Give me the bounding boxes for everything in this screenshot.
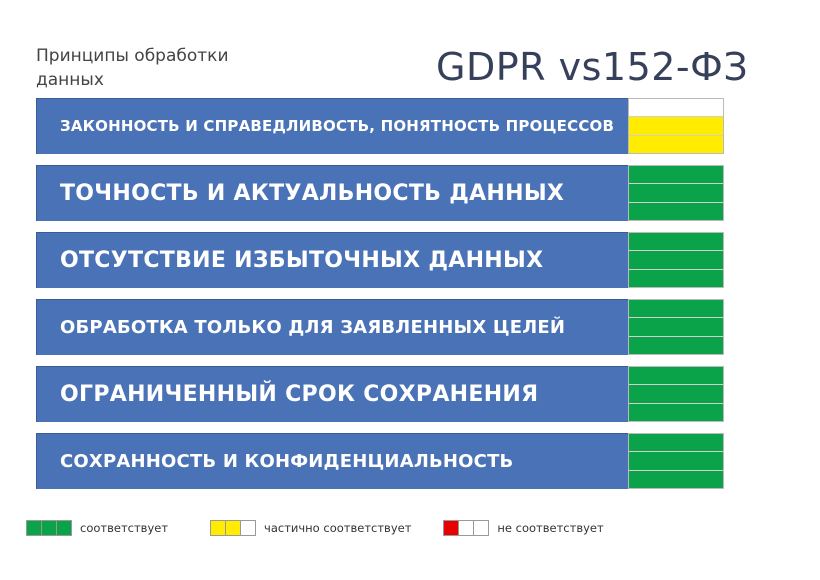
- legend-swatch-yellow: [211, 521, 227, 535]
- principle-row: Ограниченный срок сохранения: [36, 366, 726, 422]
- legend-swatch: [26, 520, 72, 536]
- status-cell-green: [629, 269, 723, 287]
- principle-label: Законность и справедливость, понятность …: [36, 98, 628, 154]
- status-cell-yellow: [629, 135, 723, 153]
- legend-item: соответствует: [26, 520, 168, 536]
- legend-swatch-yellow: [226, 521, 242, 535]
- status-cell-green: [629, 202, 723, 220]
- principle-label: Ограниченный срок сохранения: [36, 366, 628, 422]
- principle-row: Обработка только для заявленных целей: [36, 299, 726, 355]
- status-cell-yellow: [629, 117, 723, 136]
- legend-swatch-green: [27, 521, 42, 535]
- compliance-indicator: [628, 366, 724, 422]
- principle-label: Точность и актуальность данных: [36, 165, 628, 221]
- legend-swatch: [210, 520, 257, 536]
- legend-swatch: [443, 520, 490, 536]
- principle-label: Сохранность и конфиденциальность: [36, 433, 628, 489]
- compliance-indicator: [628, 165, 724, 221]
- legend-label: соответствует: [80, 521, 169, 535]
- principle-row: Точность и актуальность данных: [36, 165, 726, 221]
- legend-swatch-white: [474, 521, 489, 535]
- status-cell-green: [629, 452, 723, 471]
- legend-label: не соответствует: [497, 521, 604, 535]
- compliance-indicator: [628, 433, 724, 489]
- principle-label: Обработка только для заявленных целей: [36, 299, 628, 355]
- legend-label: частично соответствует: [264, 521, 412, 535]
- compliance-indicator: [628, 98, 724, 154]
- legend-swatch-red: [444, 521, 460, 535]
- status-cell-green: [629, 367, 723, 386]
- legend-swatch-green: [57, 521, 71, 535]
- page-title: GDPR vs152-ФЗ: [436, 45, 749, 89]
- compliance-indicator: [628, 232, 724, 288]
- status-cell-green: [629, 233, 723, 252]
- principle-row: Законность и справедливость, понятность …: [36, 98, 726, 154]
- status-cell-green: [629, 318, 723, 337]
- status-cell-green: [629, 251, 723, 270]
- legend-item: частично соответствует: [210, 520, 411, 536]
- status-cell-green: [629, 403, 723, 421]
- principle-label: Отсутствие избыточных данных: [36, 232, 628, 288]
- legend: соответствует частично соответствует не со…: [26, 519, 806, 537]
- status-cell-green: [629, 434, 723, 453]
- status-cell-green: [629, 385, 723, 404]
- legend-swatch-white: [459, 521, 475, 535]
- subtitle: Принципы обработки данных: [36, 46, 229, 90]
- legend-item: не соответствует: [443, 520, 604, 536]
- principle-row: Сохранность и конфиденциальность: [36, 433, 726, 489]
- status-cell-green: [629, 336, 723, 354]
- status-cell-green: [629, 470, 723, 488]
- legend-swatch-green: [42, 521, 57, 535]
- compliance-indicator: [628, 299, 724, 355]
- status-cell-white: [629, 99, 723, 118]
- status-cell-green: [629, 184, 723, 203]
- legend-swatch-white: [241, 521, 256, 535]
- status-cell-green: [629, 300, 723, 319]
- principle-row: Отсутствие избыточных данных: [36, 232, 726, 288]
- status-cell-green: [629, 166, 723, 185]
